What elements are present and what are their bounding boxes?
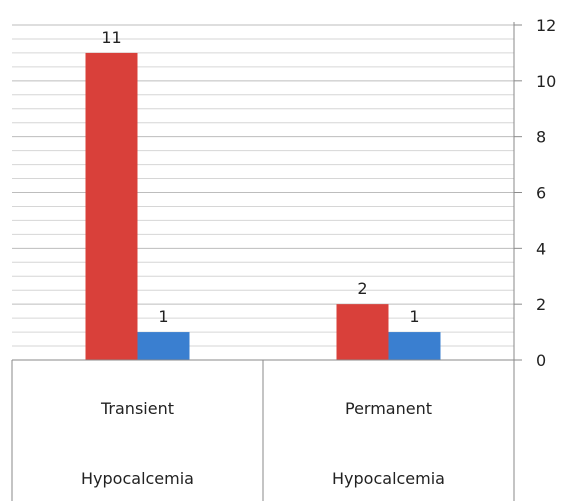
data-label: 11 [101,28,121,47]
category-sublabel: Hypocalcemia [332,469,445,488]
bar-transient-series-1 [85,52,138,361]
category-label: Transient [100,399,174,418]
y-tick-label: 10 [536,72,556,91]
bar-permanent-series-2 [388,332,441,360]
category-sublabel: Hypocalcemia [81,469,194,488]
y-tick-label: 4 [536,239,546,258]
data-label: 1 [409,307,419,326]
y-tick-label: 6 [536,184,546,203]
category-label: Permanent [345,399,432,418]
bar-permanent-series-1 [336,304,389,360]
y-tick-label: 0 [536,351,546,370]
y-tick-label: 12 [536,16,556,35]
data-label: 2 [357,279,367,298]
data-label: 1 [158,307,168,326]
bar-transient-series-2 [137,332,190,360]
y-tick-label: 8 [536,128,546,147]
x-axis-table: Transient Hypocalcemia Permanent Hypocalcem… [11,359,515,501]
y-tick-label: 2 [536,295,546,314]
y-axis: 0 2 4 6 8 10 12 [513,16,556,370]
bars [85,52,441,361]
